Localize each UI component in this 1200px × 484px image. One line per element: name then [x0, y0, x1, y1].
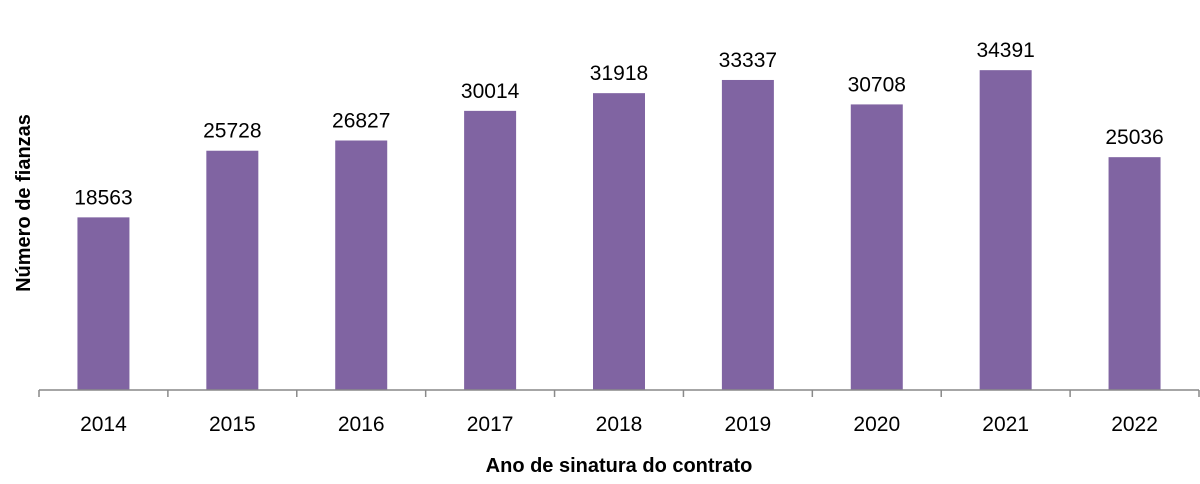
x-ticks-group: 2014 2015 2016 2017 2018 2019 2020 2021 2022	[38, 390, 1200, 436]
bar-2020	[850, 104, 903, 391]
bar-2015	[206, 150, 259, 390]
bars-group	[77, 70, 1161, 391]
bar-2019	[721, 79, 774, 391]
value-labels-group: 18563 25728 26827 30014 31918 33337 30708 34391…	[74, 39, 1164, 209]
value-label-2018: 31918	[590, 62, 648, 85]
x-tick-label-2016: 2016	[338, 413, 385, 436]
x-tick-label-2017: 2017	[467, 413, 514, 436]
x-tick-label-2022: 2022	[1111, 413, 1158, 436]
value-label-2014: 18563	[74, 186, 132, 209]
x-tick-label-2018: 2018	[596, 413, 643, 436]
y-axis-title: Número de fianzas	[13, 114, 35, 292]
bar-2022	[1108, 157, 1161, 390]
x-tick-label-2020: 2020	[853, 413, 900, 436]
bar-2017	[464, 110, 517, 390]
value-label-2020: 30708	[848, 73, 906, 96]
x-tick-label-2015: 2015	[209, 413, 256, 436]
bar-2021	[979, 70, 1032, 390]
x-tick-label-2021: 2021	[982, 413, 1029, 436]
value-label-2022: 25036	[1105, 126, 1163, 149]
bar-2014	[77, 217, 130, 390]
x-axis-title: Ano de sinatura do contrato	[486, 455, 753, 477]
bar-2016	[335, 140, 388, 390]
value-label-2015: 25728	[203, 120, 261, 143]
value-label-2021: 34391	[976, 39, 1034, 62]
bar-2018	[593, 93, 645, 390]
x-tick-label-2014: 2014	[80, 413, 127, 436]
value-label-2017: 30014	[461, 80, 520, 103]
value-label-2019: 33337	[719, 49, 777, 72]
x-tick-label-2019: 2019	[725, 413, 772, 436]
value-label-2016: 26827	[332, 110, 390, 133]
